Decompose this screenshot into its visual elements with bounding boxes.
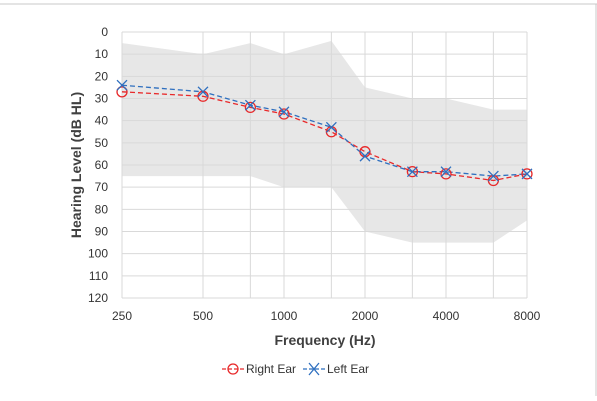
legend-right-ear-marker <box>227 363 239 375</box>
left-ear-point <box>197 86 209 98</box>
left-ear-point <box>244 99 256 111</box>
x-tick-label: 1000 <box>271 309 298 323</box>
y-tick-label: 10 <box>95 47 109 61</box>
left-ear-point <box>278 106 290 118</box>
y-tick-label: 20 <box>95 69 109 83</box>
legend: Right Ear Left Ear <box>222 362 369 376</box>
x-tick-labels: 250 500 1000 2000 4000 8000 <box>112 309 541 323</box>
left-ear-point <box>116 79 128 91</box>
y-tick-label: 60 <box>95 158 109 172</box>
right-ear-point <box>116 86 128 98</box>
x-tick-label: 500 <box>193 309 213 323</box>
legend-right-ear-label: Right Ear <box>246 362 296 376</box>
y-tick-labels: 0 10 20 30 40 50 60 70 80 90 100 110 120 <box>88 25 108 305</box>
left-ear-point <box>325 121 337 133</box>
y-axis-title: Hearing Level (dB HL) <box>68 92 84 238</box>
right-ear-point <box>440 168 452 180</box>
left-ear-point <box>487 170 499 182</box>
y-tick-label: 100 <box>88 247 108 261</box>
y-tick-label: 50 <box>95 136 109 150</box>
series-markers <box>116 79 533 187</box>
x-tick-label: 250 <box>112 309 132 323</box>
gridlines <box>121 31 528 299</box>
normal-range-band <box>122 40 527 243</box>
y-tick-label: 120 <box>88 291 108 305</box>
x-tick-label: 4000 <box>433 309 460 323</box>
y-tick-label: 70 <box>95 180 109 194</box>
legend-left-ear-marker <box>308 362 320 376</box>
y-tick-label: 90 <box>95 225 109 239</box>
right-ear-point <box>521 168 533 180</box>
legend-left-ear-label: Left Ear <box>327 362 369 376</box>
y-tick-label: 30 <box>95 92 109 106</box>
series-lines <box>121 84 528 182</box>
y-tick-label: 40 <box>95 114 109 128</box>
right-ear-point <box>278 108 290 120</box>
right-ear-point <box>406 165 419 178</box>
right-ear-point <box>244 101 257 114</box>
x-tick-label: 2000 <box>352 309 379 323</box>
left-ear-point <box>440 166 452 178</box>
y-tick-label: 0 <box>101 25 108 39</box>
y-tick-label: 80 <box>95 202 109 216</box>
left-ear-point <box>521 168 533 180</box>
x-axis-title: Frequency (Hz) <box>274 332 375 348</box>
left-ear-line <box>121 84 528 177</box>
x-tick-label: 8000 <box>514 309 541 323</box>
left-ear-point <box>406 166 418 178</box>
y-tick-label: 110 <box>89 269 108 283</box>
left-ear-point <box>359 150 371 162</box>
